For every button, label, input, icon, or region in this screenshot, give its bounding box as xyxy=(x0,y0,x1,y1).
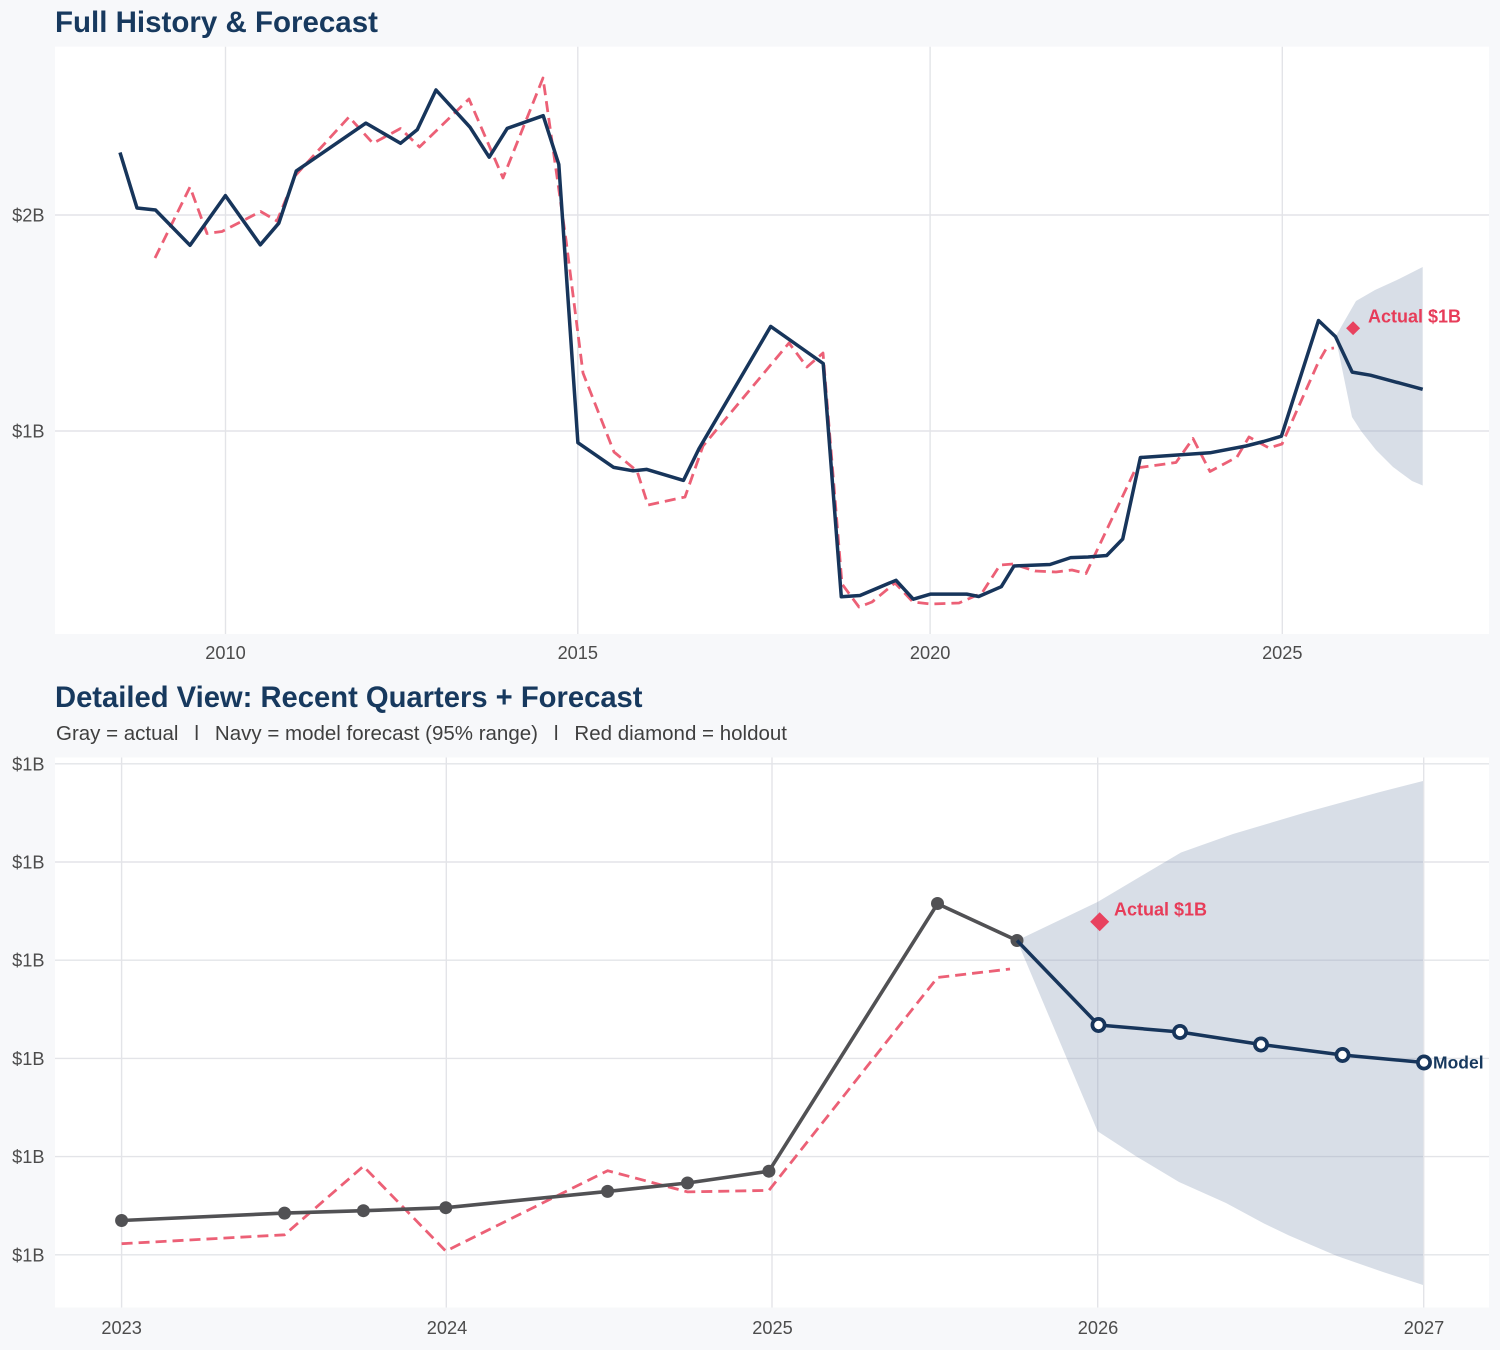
svg-text:$1B: $1B xyxy=(12,1147,44,1167)
svg-text:2020: 2020 xyxy=(910,643,950,663)
svg-text:$1B: $1B xyxy=(12,754,44,774)
svg-text:2023: 2023 xyxy=(101,1318,141,1338)
svg-text:$2B: $2B xyxy=(12,206,44,226)
svg-text:Detailed View: Recent Quarters: Detailed View: Recent Quarters + Forecas… xyxy=(55,682,643,714)
svg-text:$1B: $1B xyxy=(12,1245,44,1265)
svg-text:Actual $1B: Actual $1B xyxy=(1114,899,1207,919)
svg-text:2027: 2027 xyxy=(1404,1318,1444,1338)
svg-text:Full History & Forecast: Full History & Forecast xyxy=(55,6,378,39)
svg-text:2024: 2024 xyxy=(427,1318,467,1338)
svg-text:Gray = actual l Navy = model: Gray = actual l Navy = model forecast (9… xyxy=(56,722,787,745)
svg-text:$1B: $1B xyxy=(12,422,44,442)
svg-text:$1B: $1B xyxy=(12,951,44,971)
svg-text:2025: 2025 xyxy=(1262,643,1302,663)
svg-text:$1B: $1B xyxy=(12,853,44,873)
svg-text:2026: 2026 xyxy=(1078,1318,1118,1338)
svg-text:2010: 2010 xyxy=(205,643,245,663)
svg-text:Model: Model xyxy=(1433,1053,1484,1073)
svg-text:Actual $1B: Actual $1B xyxy=(1368,306,1461,326)
svg-text:$1B: $1B xyxy=(12,1049,44,1069)
svg-text:2025: 2025 xyxy=(752,1318,792,1338)
svg-text:2015: 2015 xyxy=(558,643,598,663)
